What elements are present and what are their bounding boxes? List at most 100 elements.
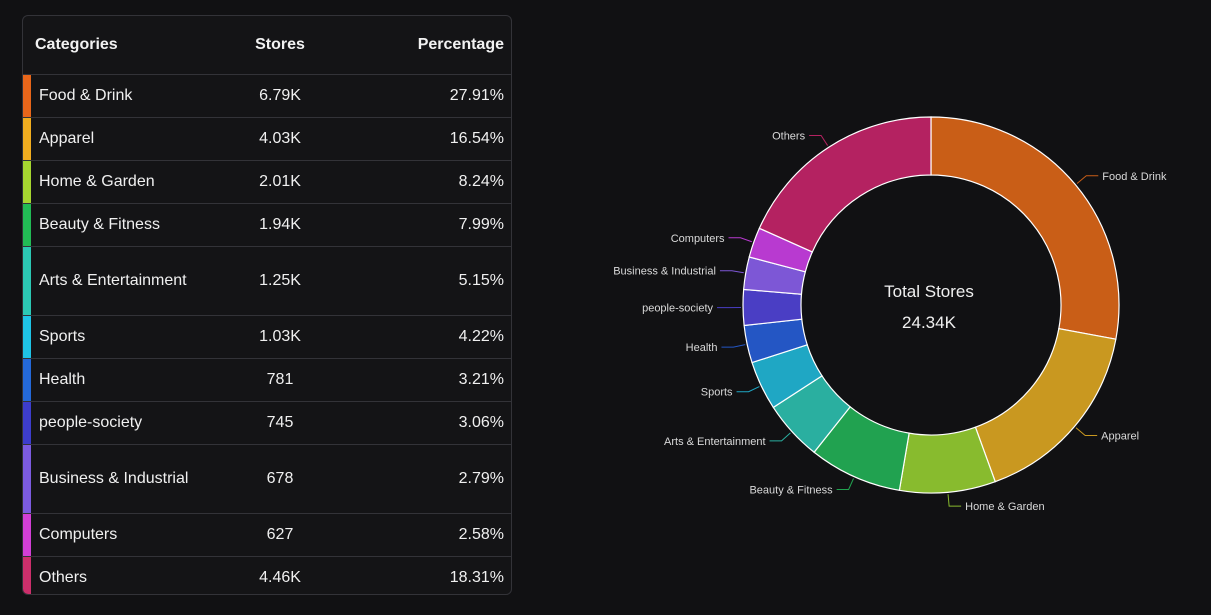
category-color-swatch [23, 557, 31, 594]
category-cell: Beauty & Fitness [23, 203, 235, 247]
slice-label: people-society [642, 303, 713, 315]
table-row[interactable]: Home & Garden 2.01K 8.24% [23, 160, 511, 204]
category-name: Food & Drink [39, 87, 133, 104]
category-color-swatch [23, 316, 31, 358]
category-color-swatch [23, 204, 31, 246]
table-row[interactable]: Others 4.46K 18.31% [23, 557, 511, 594]
header-percentage[interactable]: Percentage [325, 16, 511, 75]
table-row[interactable]: Computers 627 2.58% [23, 513, 511, 557]
percentage-cell: 8.24% [325, 160, 511, 204]
category-cell: Home & Garden [23, 160, 235, 204]
stores-cell: 4.03K [235, 117, 325, 161]
table-body: Food & Drink 6.79K 27.91% Apparel 4.03K 16.54… [23, 74, 511, 594]
percentage-cell: 5.15% [325, 246, 511, 316]
slice-label: Arts & Entertainment [664, 436, 766, 448]
slice-label: Home & Garden [965, 501, 1044, 513]
category-cell: Computers [23, 513, 235, 557]
category-color-swatch [23, 359, 31, 401]
category-color-swatch [23, 118, 31, 160]
stores-cell: 1.25K [235, 246, 325, 316]
percentage-cell: 4.22% [325, 315, 511, 359]
category-name: people-society [39, 414, 143, 431]
category-color-swatch [23, 161, 31, 203]
slice-leader-line [836, 478, 854, 490]
table-header-row: Categories Stores Percentage [23, 16, 511, 75]
category-name: Home & Garden [39, 173, 155, 190]
category-cell: Sports [23, 315, 235, 359]
slice-leader-line [809, 135, 829, 146]
slice-leader-line [947, 494, 962, 507]
slice-label: Food & Drink [1102, 171, 1167, 183]
category-name: Sports [39, 328, 86, 345]
stores-cell: 627 [235, 513, 325, 557]
donut-slices [742, 116, 1120, 494]
percentage-cell: 18.31% [449, 569, 504, 586]
donut-slice[interactable] [742, 288, 803, 327]
table-row[interactable]: Beauty & Fitness 1.94K 7.99% [23, 203, 511, 247]
percentage-cell: 27.91% [325, 74, 511, 118]
slice-label: Others [772, 131, 806, 143]
category-color-swatch [23, 75, 31, 117]
stores-cell: 1.03K [235, 315, 325, 359]
slice-label: Sports [701, 387, 733, 399]
category-name: Others [39, 569, 88, 586]
category-name: Apparel [39, 130, 95, 147]
center-title: Total Stores [884, 282, 974, 301]
stores-cell: 2.01K [235, 160, 325, 204]
percentage-cell: 16.54% [325, 117, 511, 161]
donut-labels: Food & Drink Apparel Home & Garden Beauty &… [613, 131, 1167, 514]
stores-cell: 781 [235, 358, 325, 402]
table-row[interactable]: Health 781 3.21% [23, 358, 511, 402]
slice-label: Apparel [1101, 431, 1139, 443]
category-table-card: Categories Stores Percentage Food & Drin… [22, 15, 512, 595]
category-color-swatch [23, 445, 31, 513]
table-row[interactable]: people-society 745 3.06% [23, 401, 511, 445]
table-row[interactable]: Arts & Entertainment 1.25K 5.15% [23, 246, 511, 316]
slice-leader-line [736, 386, 760, 393]
table-row[interactable]: Business & Industrial 678 2.79% [23, 444, 511, 514]
category-cell: Apparel [23, 117, 235, 161]
slice-label: Beauty & Fitness [749, 484, 833, 496]
percentage-cell: 3.21% [325, 358, 511, 402]
category-name: Beauty & Fitness [39, 216, 160, 233]
stores-cell: 6.79K [235, 74, 325, 118]
category-cell: Arts & Entertainment [23, 246, 235, 316]
category-cell: Others [23, 557, 235, 594]
category-color-swatch [23, 514, 31, 556]
category-name: Business & Industrial [39, 470, 189, 487]
slice-leader-line [721, 344, 746, 348]
slice-label: Business & Industrial [613, 266, 716, 278]
category-name: Health [39, 371, 86, 388]
stores-cell: 1.94K [235, 203, 325, 247]
slice-leader-line [1076, 175, 1099, 184]
percentage-cell: 7.99% [325, 203, 511, 247]
category-cell: Food & Drink [23, 74, 235, 118]
donut-chart: Food & Drink Apparel Home & Garden Beauty &… [613, 116, 1167, 514]
slice-label: Health [686, 342, 718, 354]
category-color-swatch [23, 402, 31, 444]
donut-slice[interactable] [758, 116, 932, 253]
category-table: Categories Stores Percentage Food & Drin… [23, 16, 511, 594]
slice-leader-line [719, 270, 744, 274]
category-color-swatch [23, 247, 31, 315]
percentage-cell: 2.58% [325, 513, 511, 557]
donut-slice[interactable] [930, 116, 1120, 340]
category-cell: Business & Industrial [23, 444, 235, 514]
donut-slice[interactable] [974, 327, 1117, 483]
category-cell: people-society [23, 401, 235, 445]
table-row[interactable]: Food & Drink 6.79K 27.91% [23, 74, 511, 118]
header-stores[interactable]: Stores [235, 16, 325, 75]
category-cell: Health [23, 358, 235, 402]
percentage-cell: 3.06% [325, 401, 511, 445]
stores-cell: 4.46K [259, 569, 301, 586]
slice-label: Computers [671, 233, 725, 245]
table-row[interactable]: Sports 1.03K 4.22% [23, 315, 511, 359]
header-categories[interactable]: Categories [23, 16, 235, 75]
center-value: 24.34K [902, 313, 957, 332]
slice-leader-line [769, 432, 791, 442]
slice-leader-line [728, 237, 752, 243]
table-row[interactable]: Apparel 4.03K 16.54% [23, 117, 511, 161]
stores-cell: 745 [235, 401, 325, 445]
category-name: Computers [39, 526, 118, 543]
slice-leader-line [1075, 427, 1098, 437]
